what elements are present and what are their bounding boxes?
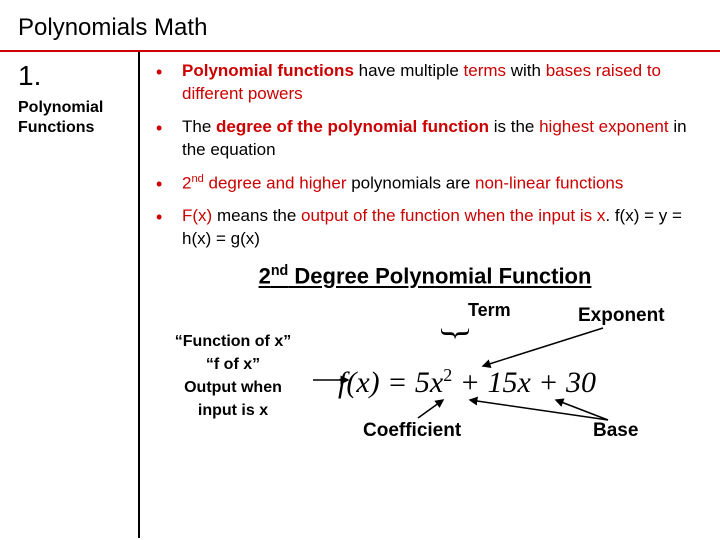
- bullet-3: 2nd degree and higher polynomials are no…: [170, 172, 702, 196]
- left-column: 1. Polynomial Functions: [0, 52, 140, 538]
- eq-coefficient: 5: [415, 366, 430, 399]
- text-span: polynomials are: [347, 173, 476, 192]
- text-line: “Function of x”: [148, 330, 318, 353]
- section-name: Polynomial Functions: [18, 98, 130, 138]
- text-span: F(x): [182, 206, 212, 225]
- text-span: output of the function when the input is…: [301, 206, 605, 225]
- eq-exponent: 2: [443, 365, 452, 385]
- text-span: means the: [212, 206, 301, 225]
- text-span: highest exponent: [539, 117, 669, 136]
- text-span: terms: [464, 61, 507, 80]
- text-span: with: [506, 61, 546, 80]
- content-area: 1. Polynomial Functions Polynomial funct…: [0, 52, 720, 538]
- exponent-label: Exponent: [578, 305, 665, 327]
- right-column: Polynomial functions have multiple terms…: [140, 52, 720, 538]
- text-line: input is x: [148, 399, 318, 422]
- eq-fx: f(x) =: [338, 366, 415, 399]
- page-title: Polynomials Math: [0, 0, 720, 50]
- text-span: The: [182, 117, 216, 136]
- bullet-2: The degree of the polynomial function is…: [170, 116, 702, 162]
- text-span: is the: [489, 117, 539, 136]
- brace-icon: }: [448, 325, 465, 341]
- text-span: have multiple: [354, 61, 464, 80]
- text-span: non-linear functions: [475, 173, 623, 192]
- equation: f(x) = 5x2 + 15x + 30: [338, 365, 596, 400]
- bullet-1: Polynomial functions have multiple terms…: [170, 60, 702, 106]
- text-span: nd: [191, 173, 203, 185]
- bullet-4: F(x) means the output of the function wh…: [170, 205, 702, 251]
- coefficient-label: Coefficient: [363, 420, 461, 442]
- term-label: Term: [468, 300, 511, 321]
- eq-rest: + 15x + 30: [452, 366, 596, 399]
- text-span: degree of the polynomial function: [216, 117, 489, 136]
- subheading: 2nd Degree Polynomial Function: [148, 263, 702, 289]
- diagram-area: “Function of x” “f of x” Output when inp…: [148, 300, 702, 480]
- bullet-list: Polynomial functions have multiple terms…: [148, 60, 702, 251]
- function-of-x-label: “Function of x” “f of x” Output when inp…: [148, 330, 318, 423]
- text-line: “f of x”: [148, 353, 318, 376]
- base-label: Base: [593, 420, 638, 442]
- text-line: Output when: [148, 376, 318, 399]
- eq-base: x: [430, 366, 443, 399]
- text-span: Degree Polynomial Function: [288, 264, 591, 289]
- text-span: 2: [259, 264, 271, 289]
- section-number: 1.: [18, 60, 130, 92]
- text-span: Polynomial functions: [182, 61, 354, 80]
- text-span: nd: [271, 263, 288, 279]
- text-span: degree and higher: [204, 173, 347, 192]
